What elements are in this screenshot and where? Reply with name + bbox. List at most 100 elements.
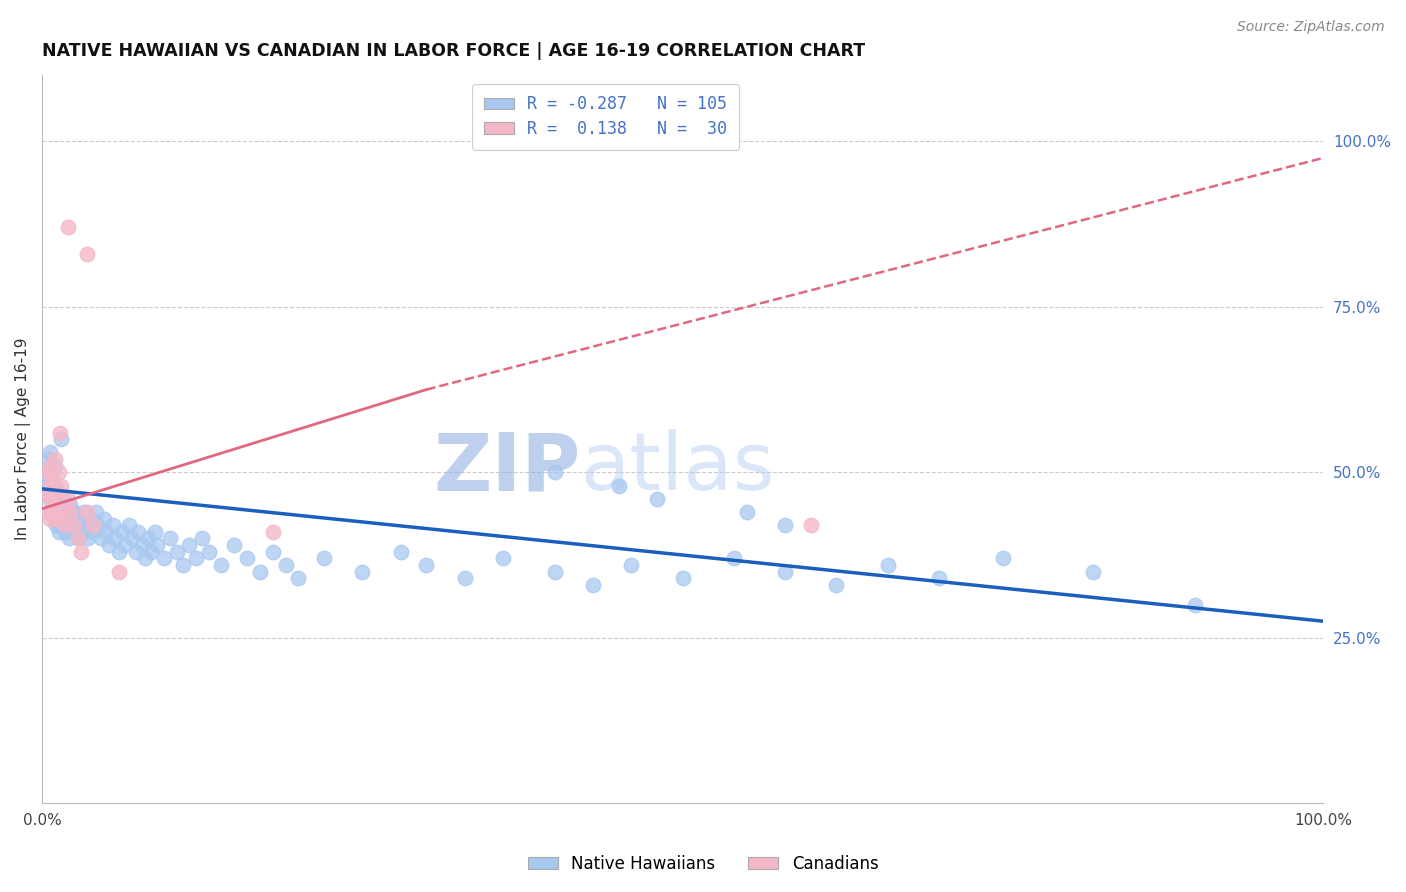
- Point: [53, 518, 76, 533]
- Point: [114, 538, 136, 552]
- Text: Source: ZipAtlas.com: Source: ZipAtlas.com: [1237, 20, 1385, 34]
- Point: [46, 511, 69, 525]
- Point: [39, 458, 62, 473]
- Point: [42, 505, 65, 519]
- Point: [876, 558, 898, 572]
- Point: [72, 524, 94, 539]
- Point: [48, 465, 70, 479]
- Point: [38, 445, 60, 459]
- Point: [59, 499, 82, 513]
- Point: [928, 571, 950, 585]
- Point: [543, 465, 565, 479]
- Point: [39, 458, 62, 473]
- Point: [138, 532, 160, 546]
- Point: [38, 472, 60, 486]
- Y-axis label: In Labor Force | Age 16-19: In Labor Force | Age 16-19: [15, 338, 31, 541]
- Point: [607, 478, 630, 492]
- Point: [97, 538, 120, 552]
- Point: [42, 485, 65, 500]
- Point: [77, 532, 100, 546]
- Point: [38, 465, 60, 479]
- Point: [620, 558, 643, 572]
- Point: [56, 491, 79, 506]
- Point: [44, 452, 66, 467]
- Point: [82, 524, 104, 539]
- Point: [59, 505, 82, 519]
- Point: [52, 511, 75, 525]
- Point: [45, 518, 67, 533]
- Point: [69, 545, 91, 559]
- Point: [121, 532, 143, 546]
- Point: [38, 511, 60, 525]
- Point: [41, 499, 63, 513]
- Point: [104, 532, 127, 546]
- Point: [76, 247, 98, 261]
- Point: [96, 524, 118, 539]
- Point: [66, 532, 89, 546]
- Point: [69, 511, 91, 525]
- Point: [153, 551, 176, 566]
- Point: [76, 518, 98, 533]
- Point: [76, 505, 98, 519]
- Point: [51, 432, 73, 446]
- Point: [274, 558, 297, 572]
- Point: [179, 538, 201, 552]
- Point: [312, 551, 335, 566]
- Point: [52, 491, 75, 506]
- Point: [110, 524, 132, 539]
- Point: [415, 558, 437, 572]
- Point: [143, 524, 166, 539]
- Point: [118, 518, 141, 533]
- Point: [49, 425, 72, 440]
- Point: [65, 518, 87, 533]
- Point: [127, 524, 149, 539]
- Point: [38, 478, 60, 492]
- Point: [58, 532, 80, 546]
- Point: [39, 491, 62, 506]
- Point: [773, 518, 796, 533]
- Point: [66, 532, 89, 546]
- Point: [52, 505, 75, 519]
- Point: [723, 551, 745, 566]
- Point: [45, 491, 67, 506]
- Point: [39, 478, 62, 492]
- Point: [41, 499, 63, 513]
- Point: [51, 478, 73, 492]
- Point: [80, 511, 103, 525]
- Point: [42, 485, 65, 500]
- Point: [773, 565, 796, 579]
- Point: [38, 505, 60, 519]
- Point: [53, 524, 76, 539]
- Point: [37, 465, 59, 479]
- Point: [249, 565, 271, 579]
- Point: [38, 465, 60, 479]
- Point: [62, 524, 84, 539]
- Point: [56, 220, 79, 235]
- Point: [41, 472, 63, 486]
- Text: ZIP: ZIP: [433, 429, 581, 508]
- Point: [146, 538, 169, 552]
- Point: [197, 545, 219, 559]
- Point: [48, 524, 70, 539]
- Point: [101, 518, 124, 533]
- Point: [825, 578, 848, 592]
- Point: [44, 458, 66, 473]
- Point: [90, 532, 112, 546]
- Point: [60, 511, 83, 525]
- Point: [1184, 598, 1206, 612]
- Point: [108, 545, 131, 559]
- Point: [352, 565, 374, 579]
- Point: [389, 545, 412, 559]
- Text: atlas: atlas: [581, 429, 775, 508]
- Point: [262, 545, 284, 559]
- Point: [543, 565, 565, 579]
- Point: [84, 505, 107, 519]
- Point: [492, 551, 515, 566]
- Legend: R = -0.287   N = 105, R =  0.138   N =  30: R = -0.287 N = 105, R = 0.138 N = 30: [472, 84, 740, 150]
- Point: [37, 485, 59, 500]
- Point: [63, 518, 86, 533]
- Point: [236, 551, 259, 566]
- Text: NATIVE HAWAIIAN VS CANADIAN IN LABOR FORCE | AGE 16-19 CORRELATION CHART: NATIVE HAWAIIAN VS CANADIAN IN LABOR FOR…: [42, 42, 865, 60]
- Point: [35, 478, 58, 492]
- Point: [56, 518, 79, 533]
